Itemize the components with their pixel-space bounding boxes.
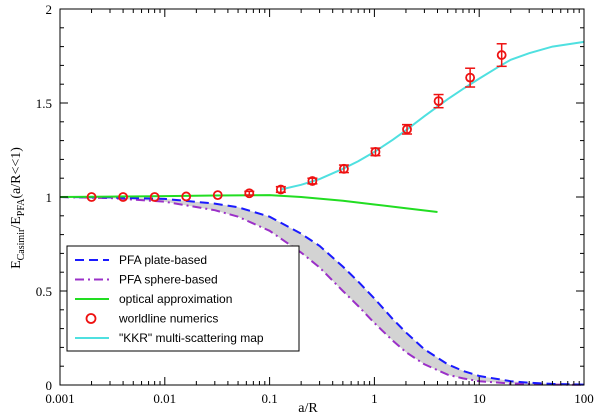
x-tick-label: 0.1: [261, 391, 277, 406]
y-tick-label: 0.5: [36, 284, 52, 299]
y-axis-label: ECasimir/EPFA(a/R<<1): [9, 147, 27, 269]
data-point-worldline: [433, 96, 444, 107]
x-tick-label: 10: [473, 391, 486, 406]
data-point-worldline: [118, 192, 128, 202]
legend-label: worldline numerics: [118, 312, 218, 326]
y-label-tail: (a/R<<1): [9, 147, 24, 199]
data-point-worldline: [181, 191, 192, 202]
legend-label: PFA sphere-based: [119, 273, 218, 287]
y-label-main2: /E: [9, 216, 24, 228]
data-point-worldline: [275, 184, 286, 195]
y-label-main1: E: [9, 260, 24, 269]
series-layer: [59, 40, 585, 386]
data-point-worldline: [370, 146, 381, 157]
x-tick-labels: 0.001 0.01 0.1 1 10 100: [45, 391, 593, 406]
x-tick-label: 0.01: [153, 391, 176, 406]
series-line-kkr-multi-scattering-map: [280, 40, 585, 191]
series-line-pfa-sphere-based: [59, 196, 585, 386]
series-line-optical-approximation: [59, 194, 438, 213]
series-line-pfa-plate-based: [59, 196, 585, 386]
y-tick-label: 1.5: [36, 96, 52, 111]
legend-label: PFA plate-based: [119, 253, 207, 267]
x-tick-label: 100: [574, 391, 594, 406]
y-tick-label: 1: [46, 190, 53, 205]
y-tick-label: 0: [46, 378, 53, 393]
data-point-worldline: [402, 124, 412, 135]
legend: PFA plate-based PFA sphere-based optical a…: [66, 245, 300, 352]
legend-label: "KKR" multi-scattering map: [119, 331, 264, 345]
x-tick-label: 1: [371, 391, 378, 406]
ticks-layer: [59, 8, 585, 386]
data-point-worldline: [212, 190, 223, 201]
x-axis-label: a/R: [298, 401, 318, 416]
data-point-worldline: [307, 176, 318, 186]
legend-swatch-marker: [85, 313, 97, 324]
y-label-sub1: Casimir: [16, 228, 27, 260]
y-tick-labels: 0 0.5 1 1.5 2: [36, 2, 52, 393]
data-point-worldline: [496, 50, 507, 60]
data-point-worldline: [244, 188, 255, 199]
y-tick-label: 2: [46, 2, 53, 17]
data-point-worldline: [465, 72, 476, 83]
x-tick-label: 0.001: [45, 391, 74, 406]
data-point-worldline: [86, 192, 97, 202]
legend-label: optical approximation: [119, 292, 232, 306]
y-label-sub2: PFA: [16, 198, 27, 216]
data-point-worldline: [149, 192, 160, 202]
legend-items: PFA plate-based PFA sphere-based optical a…: [75, 253, 264, 345]
data-point-worldline: [339, 163, 349, 174]
